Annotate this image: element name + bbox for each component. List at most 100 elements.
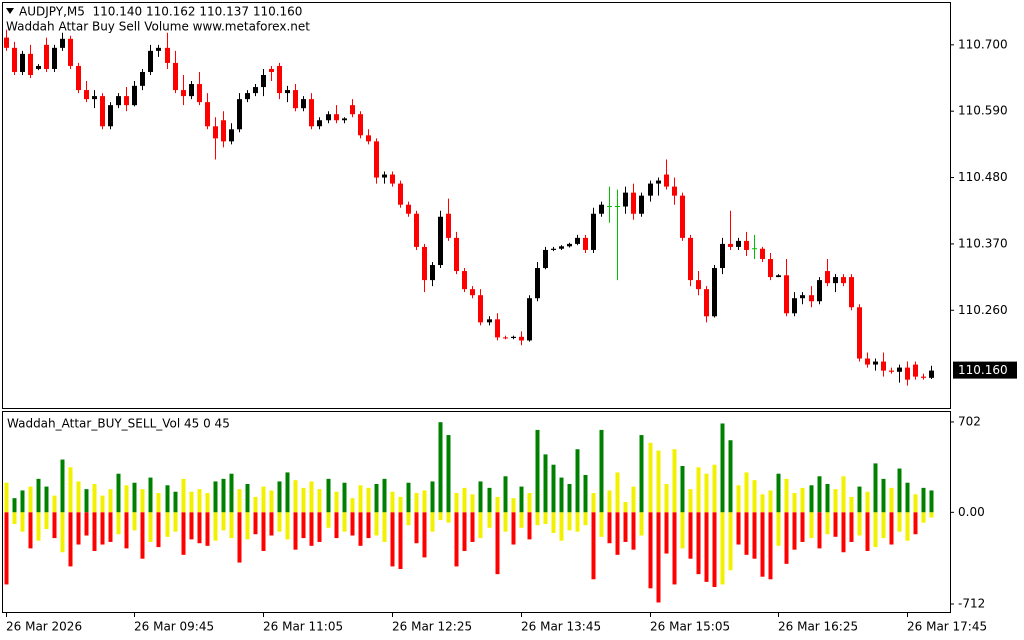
candle-body (430, 265, 435, 281)
dropdown-arrow[interactable] (6, 8, 14, 14)
x-tick-label: 26 Mar 11:05 (263, 620, 343, 634)
candle-body (366, 135, 371, 142)
x-tick-label: 26 Mar 12:25 (392, 620, 472, 634)
candle-body (342, 118, 347, 121)
symbol-title: AUDJPY,M5 110.140 110.162 110.137 110.16… (19, 5, 302, 19)
sell-volume-bar (197, 512, 202, 544)
sell-volume-bar (116, 512, 121, 535)
candle-body (221, 120, 226, 142)
buy-volume-bar (631, 486, 636, 513)
sell-volume-bar (929, 512, 934, 518)
buy-volume-bar (792, 493, 797, 513)
sell-volume-bar (857, 512, 862, 536)
candle-body (44, 44, 49, 69)
candle-body (792, 298, 797, 314)
candle-body (197, 84, 202, 103)
candle-body (470, 289, 475, 296)
candle-body (784, 275, 789, 314)
sell-volume-bar (712, 512, 717, 588)
buy-volume-bar (181, 478, 186, 513)
buy-volume-bar (575, 449, 580, 513)
buy-volume-bar (309, 481, 314, 513)
sell-volume-bar (237, 512, 242, 563)
candle-body (478, 295, 483, 323)
sell-volume-bar (535, 512, 540, 526)
sell-volume-bar (406, 512, 411, 526)
buy-volume-bar (326, 478, 331, 513)
candle-body (390, 174, 395, 184)
buy-volume-bar (615, 472, 620, 513)
price-tag-box (953, 361, 1017, 379)
buy-volume-bar (905, 482, 910, 513)
buy-volume-bar (881, 478, 886, 513)
sell-volume-bar (881, 512, 886, 539)
candle-body (20, 53, 25, 72)
sell-volume-bar (398, 512, 403, 569)
sell-volume-bar (631, 512, 636, 550)
candle-body (317, 120, 322, 127)
buy-volume-bar (269, 490, 274, 513)
candle-body (760, 248, 765, 259)
buy-volume-bar (800, 487, 805, 513)
sell-volume-bar (849, 512, 854, 542)
candle-body (173, 62, 178, 91)
sell-volume-bar (148, 512, 153, 542)
candle-body (841, 277, 846, 284)
buy-volume-bar (213, 481, 218, 513)
buy-volume-bar (656, 450, 661, 513)
sell-volume-bar (591, 512, 596, 580)
candle-body (905, 367, 910, 380)
candle-body (704, 289, 709, 317)
buy-volume-bar (366, 487, 371, 513)
sell-volume-bar (833, 512, 838, 537)
sell-volume-bar (140, 512, 145, 559)
candle-body (350, 105, 355, 115)
candle-body (334, 114, 339, 121)
candle-body (712, 268, 717, 317)
candle-body (181, 90, 186, 97)
sell-volume-bar (342, 512, 347, 532)
buy-volume-bar (535, 429, 540, 513)
sell-volume-bar (696, 512, 701, 575)
buy-volume-bar (776, 473, 781, 513)
buy-volume-bar (913, 494, 918, 513)
buy-volume-bar (124, 485, 129, 513)
sell-volume-bar (559, 512, 564, 541)
sell-volume-bar (261, 512, 266, 551)
buy-volume-bar (100, 495, 105, 513)
y-tick-label: 702 (958, 414, 981, 428)
sell-volume-bar (478, 512, 483, 539)
buy-volume-bar (712, 464, 717, 513)
candle-body (76, 65, 81, 91)
sell-volume-bar (720, 512, 725, 585)
sell-volume-bar (527, 512, 532, 540)
candle-body (744, 240, 749, 250)
buy-volume-bar (817, 476, 822, 513)
sell-volume-bar (438, 512, 443, 521)
sell-volume-bar (623, 512, 628, 542)
candle-body (672, 186, 677, 196)
sell-volume-bar (253, 512, 258, 535)
candle-body (237, 99, 242, 130)
subwindow-title: Waddah_Attar_BUY_SELL_Vol 45 0 45 (7, 417, 230, 431)
buy-volume-bar (704, 473, 709, 513)
buy-volume-bar (559, 477, 564, 513)
sell-volume-bar (454, 512, 459, 567)
buy-volume-bar (470, 494, 475, 513)
sell-volume-bar (760, 512, 765, 577)
sell-volume-bar (36, 512, 41, 541)
sell-volume-bar (165, 512, 170, 537)
candle-body (438, 216, 443, 266)
sell-volume-bar (905, 512, 910, 541)
buy-volume-bar (285, 472, 290, 513)
sell-volume-bar (825, 512, 830, 535)
candle-body (599, 204, 604, 214)
sell-volume-bar (44, 512, 49, 530)
buy-volume-bar (639, 435, 644, 513)
sell-volume-bar (639, 512, 644, 536)
candle-body (825, 271, 830, 284)
buy-volume-bar (317, 489, 322, 513)
sell-volume-bar (205, 512, 210, 546)
y-tick-label: 110.260 (958, 303, 1008, 317)
sell-volume-bar (156, 512, 161, 548)
